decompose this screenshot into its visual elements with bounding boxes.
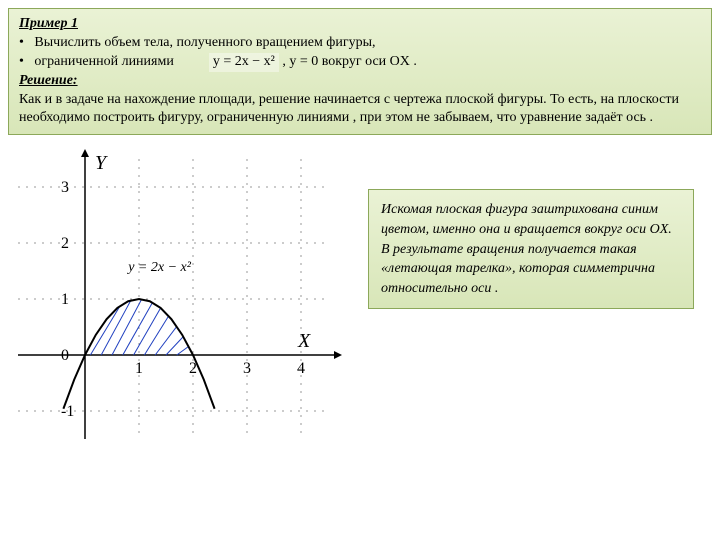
example-body: Как и в задаче на нахождение площади, ре… (19, 91, 701, 129)
bullet-2-text-b: , y = 0 вокруг оси OX . (282, 54, 417, 69)
explanation-box: Искомая плоская фигура заштрихована сини… (368, 189, 694, 309)
solution-label: Решение: (19, 72, 701, 91)
example-box: Пример 1 • Вычислить объем тела, получен… (8, 8, 712, 135)
svg-text:0: 0 (61, 347, 69, 364)
svg-text:y = 2x − x²: y = 2x − x² (126, 260, 192, 275)
bullet-2: • ограниченной линиями y = 2x − x² , y =… (19, 53, 701, 72)
explanation-text: Искомая плоская фигура заштрихована сини… (381, 202, 672, 295)
svg-text:3: 3 (243, 360, 251, 377)
chart: 1 2 3 4 -1 0 1 2 3 X Yy = 2x − x² (8, 149, 348, 449)
bullet-1-text: Вычислить объем тела, полученного вращен… (34, 35, 375, 50)
svg-text:1: 1 (135, 360, 143, 377)
svg-text:3: 3 (61, 179, 69, 196)
svg-text:-1: -1 (61, 403, 74, 420)
example-title: Пример 1 (19, 15, 701, 34)
inline-formula: y = 2x − x² (209, 53, 279, 72)
svg-text:4: 4 (297, 360, 305, 377)
svg-text:2: 2 (189, 360, 197, 377)
bullet-1: • Вычислить объем тела, полученного вращ… (19, 34, 701, 53)
bottom-area: 1 2 3 4 -1 0 1 2 3 X Yy = 2x − x² Искомая плоская … (8, 149, 712, 449)
svg-text:1: 1 (61, 291, 69, 308)
svg-text:Y: Y (95, 152, 108, 174)
svg-text:2: 2 (61, 235, 69, 252)
svg-text:X: X (297, 330, 311, 352)
bullet-2-text-a: ограниченной линиями (34, 54, 173, 69)
